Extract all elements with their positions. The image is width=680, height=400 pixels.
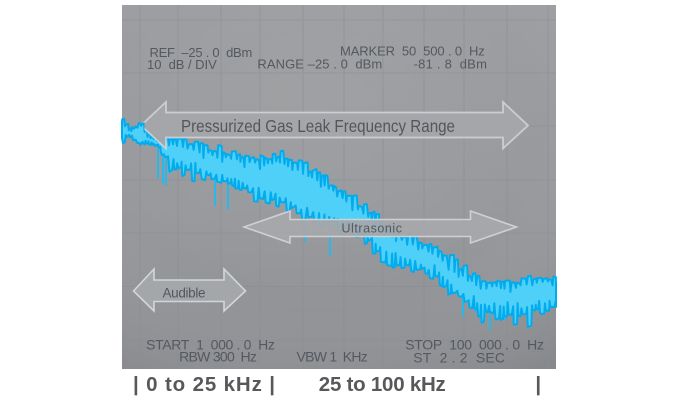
svg-text:RANGE –25 . 0 dBm: RANGE –25 . 0 dBm (257, 57, 382, 72)
svg-text:RBW 300 Hz: RBW 300 Hz (179, 348, 257, 364)
svg-text:| 0 to 25 kHz |: | 0 to 25 kHz | (133, 373, 275, 396)
svg-text:REF –25 . 0 dBm: REF –25 . 0 dBm (150, 45, 253, 60)
svg-text:MARKER 50 500 . 0 Hz: MARKER 50 500 . 0 Hz (340, 44, 485, 59)
svg-text:10 dB / DIV: 10 dB / DIV (147, 57, 217, 72)
svg-text:|: | (535, 373, 541, 396)
svg-text:-81 . 8 dBm: -81 . 8 dBm (414, 57, 488, 72)
svg-text:25 to 100 kHz: 25 to 100 kHz (319, 373, 446, 396)
svg-text:ST 2 . 2 SEC: ST 2 . 2 SEC (413, 349, 505, 365)
svg-text:START 1 000 . 0 Hz: START 1 000 . 0 Hz (146, 337, 275, 353)
svg-text:STOP 100 000 . 0 Hz: STOP 100 000 . 0 Hz (405, 337, 544, 353)
svg-text:Ultrasonic: Ultrasonic (341, 222, 402, 236)
svg-text:Pressurized Gas Leak Frequency: Pressurized Gas Leak Frequency Range (181, 116, 455, 136)
svg-text:VBW 1 KHz: VBW 1 KHz (297, 349, 369, 365)
svg-text:Audible: Audible (163, 285, 206, 300)
